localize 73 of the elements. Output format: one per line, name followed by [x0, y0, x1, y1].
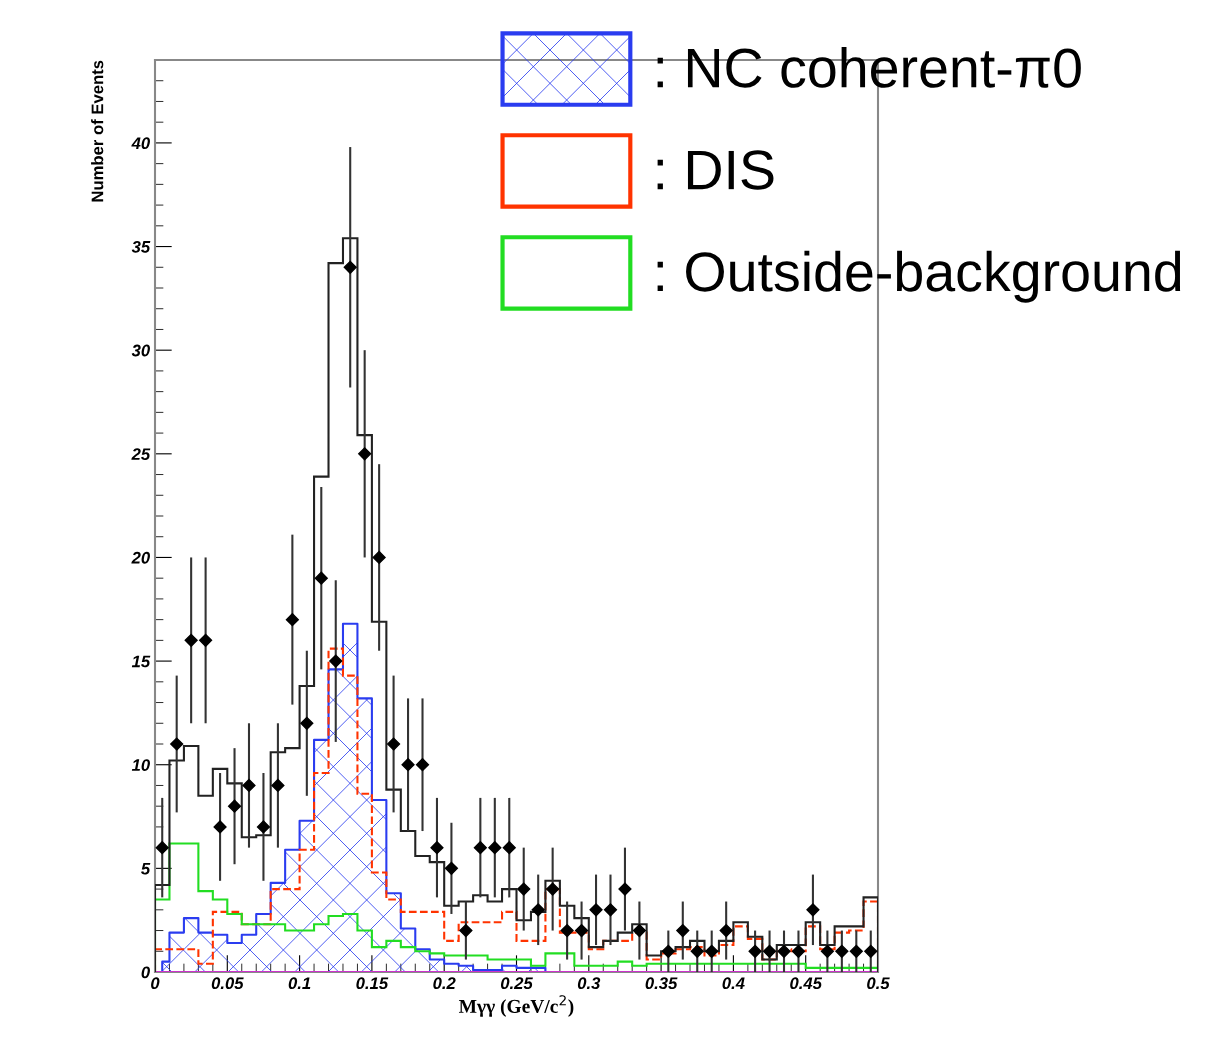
x-tick-label: 0.2 — [433, 977, 456, 990]
point — [488, 841, 502, 855]
point — [546, 882, 560, 896]
point — [849, 944, 863, 958]
point — [473, 841, 487, 855]
point — [864, 944, 878, 958]
x-axis-title: Mγγ (GeV/c$^{2}$) — [458, 995, 574, 1017]
point — [603, 903, 618, 917]
point — [690, 944, 704, 958]
point — [430, 841, 444, 855]
point — [314, 571, 328, 585]
x-tick-label: 0.05 — [211, 977, 244, 990]
x-tick-label: 0.15 — [356, 977, 389, 990]
y-tick-label: 15 — [131, 655, 151, 668]
point — [170, 737, 184, 751]
point — [574, 923, 589, 938]
point — [531, 903, 545, 917]
point — [343, 260, 357, 274]
point — [820, 944, 834, 958]
point — [676, 923, 690, 938]
x-tick-label: 0.3 — [577, 977, 601, 990]
point — [560, 923, 574, 938]
point — [719, 923, 733, 938]
x-tick-label: 0.1 — [288, 977, 311, 990]
y-tick-label: 40 — [131, 137, 150, 150]
point — [589, 903, 603, 917]
point — [256, 820, 271, 834]
x-tick-label: 0 — [151, 977, 160, 990]
point — [632, 923, 646, 938]
point — [459, 923, 473, 938]
point — [791, 944, 806, 958]
y-tick-label: 0 — [141, 966, 150, 979]
point — [372, 550, 386, 565]
legend-label: : Outside-background — [657, 250, 1181, 303]
point — [155, 841, 169, 855]
point — [213, 820, 227, 834]
point — [806, 903, 820, 917]
y-tick-label: 30 — [131, 344, 150, 357]
point — [285, 613, 299, 627]
y-tick-label: 20 — [131, 551, 150, 564]
x-tick-label: 0.45 — [790, 977, 823, 990]
x-tick-label: 0.5 — [867, 977, 890, 990]
y-tick-label: 25 — [131, 448, 151, 461]
point — [199, 633, 213, 647]
y-tick-label: 5 — [141, 862, 151, 875]
point — [748, 944, 762, 958]
point — [762, 944, 777, 958]
point — [329, 654, 343, 668]
point — [300, 716, 314, 730]
y-tick-label: 10 — [131, 759, 150, 771]
point — [835, 944, 849, 958]
x-tick-label: 0.35 — [645, 977, 678, 990]
point — [661, 944, 675, 958]
point — [517, 882, 531, 896]
point — [242, 778, 256, 793]
y-tick-label: 35 — [131, 240, 151, 253]
point — [401, 758, 415, 772]
point — [358, 447, 372, 461]
x-tick-label: 0.4 — [722, 977, 745, 990]
point — [184, 633, 198, 647]
point — [227, 799, 242, 813]
y-axis-title: Number of Events — [91, 60, 104, 202]
legend-label: : NC coherent-π0 — [657, 46, 1081, 88]
legend-label: : DIS — [657, 150, 774, 190]
point — [415, 758, 430, 772]
point — [618, 882, 632, 896]
point — [271, 778, 285, 793]
x-tick-label: 0.25 — [500, 977, 533, 990]
point — [777, 944, 791, 958]
point — [705, 944, 719, 958]
point — [387, 737, 401, 751]
point — [502, 841, 516, 855]
point — [444, 861, 459, 875]
